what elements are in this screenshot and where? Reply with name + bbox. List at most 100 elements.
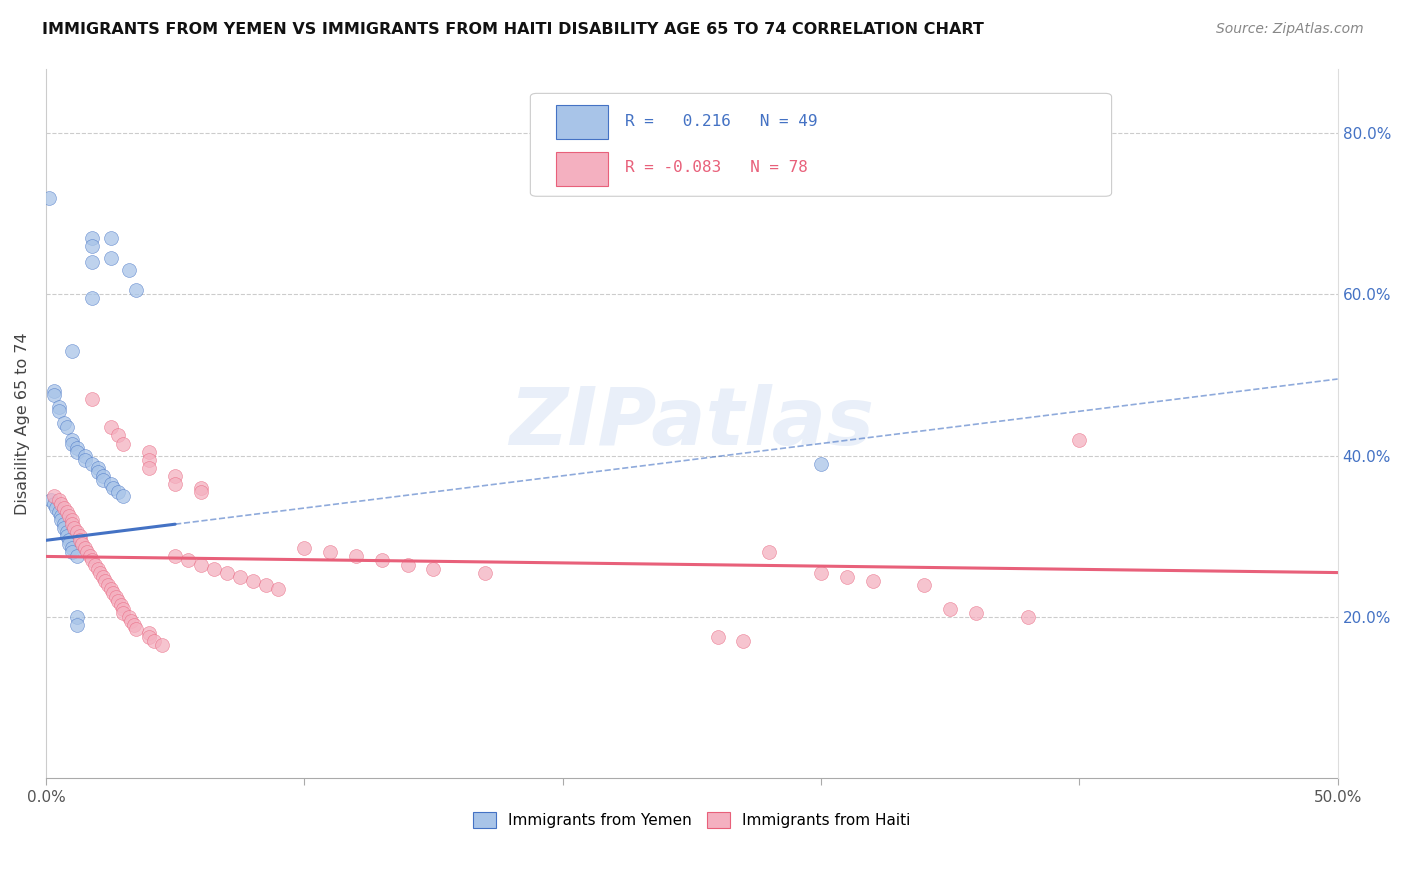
Point xyxy=(38,190,60,204)
Point xyxy=(58,533,80,548)
Text: R = -0.083   N = 78: R = -0.083 N = 78 xyxy=(624,161,807,176)
Point xyxy=(73,449,96,463)
Point xyxy=(91,468,114,483)
Point xyxy=(82,291,104,305)
Point xyxy=(60,545,83,559)
Point xyxy=(101,481,124,495)
Point xyxy=(48,505,70,519)
Point xyxy=(55,525,77,540)
Point xyxy=(150,638,173,652)
Point xyxy=(42,497,65,511)
Point xyxy=(48,493,70,508)
Point xyxy=(100,582,122,596)
Point xyxy=(810,457,832,471)
Point xyxy=(82,392,104,407)
Point xyxy=(344,549,367,564)
Point xyxy=(104,590,127,604)
Point xyxy=(60,513,83,527)
Point xyxy=(69,529,91,543)
Point xyxy=(86,460,108,475)
Point xyxy=(138,460,160,475)
Point xyxy=(319,545,342,559)
Point xyxy=(292,541,315,556)
Point xyxy=(939,602,962,616)
Point xyxy=(66,549,89,564)
Point xyxy=(228,569,250,583)
Point xyxy=(91,569,114,583)
Text: IMMIGRANTS FROM YEMEN VS IMMIGRANTS FROM HAITI DISABILITY AGE 65 TO 74 CORRELATI: IMMIGRANTS FROM YEMEN VS IMMIGRANTS FROM… xyxy=(42,22,984,37)
Point xyxy=(97,577,120,591)
Point xyxy=(758,545,780,559)
Point xyxy=(125,283,148,297)
Point xyxy=(76,545,98,559)
Point xyxy=(82,255,104,269)
Point xyxy=(120,614,142,628)
Point xyxy=(117,610,139,624)
Point xyxy=(254,577,277,591)
Point xyxy=(165,476,187,491)
Point xyxy=(82,231,104,245)
Point xyxy=(48,401,70,415)
Point xyxy=(55,529,77,543)
Text: R =   0.216   N = 49: R = 0.216 N = 49 xyxy=(624,114,817,129)
Point xyxy=(53,417,76,431)
Point xyxy=(73,541,96,556)
Point xyxy=(112,602,135,616)
Point xyxy=(66,525,89,540)
Point xyxy=(138,630,160,644)
Point xyxy=(53,521,76,535)
Bar xyxy=(557,105,607,139)
Point xyxy=(89,566,111,580)
Point xyxy=(117,263,139,277)
Point xyxy=(912,577,935,591)
Point xyxy=(202,561,225,575)
Point xyxy=(396,558,419,572)
Point xyxy=(51,509,73,524)
Point xyxy=(810,566,832,580)
Point xyxy=(51,513,73,527)
Point xyxy=(165,549,187,564)
Point xyxy=(58,537,80,551)
Point xyxy=(53,517,76,532)
Point xyxy=(66,610,89,624)
Point xyxy=(122,618,145,632)
Point xyxy=(422,561,444,575)
Point xyxy=(66,441,89,455)
Point xyxy=(48,404,70,418)
Point xyxy=(66,618,89,632)
Legend: Immigrants from Yemen, Immigrants from Haiti: Immigrants from Yemen, Immigrants from H… xyxy=(467,806,917,834)
Point xyxy=(60,541,83,556)
Point xyxy=(39,493,62,508)
Point xyxy=(55,505,77,519)
Point xyxy=(94,574,117,588)
Point xyxy=(112,489,135,503)
Point xyxy=(73,452,96,467)
Point xyxy=(138,626,160,640)
Bar xyxy=(557,152,607,186)
FancyBboxPatch shape xyxy=(530,94,1112,196)
Point xyxy=(100,420,122,434)
Point xyxy=(107,484,129,499)
Point xyxy=(91,473,114,487)
Point xyxy=(58,509,80,524)
Point xyxy=(82,553,104,567)
Point xyxy=(45,501,67,516)
Point xyxy=(112,436,135,450)
Point xyxy=(138,452,160,467)
Point xyxy=(125,622,148,636)
Point xyxy=(190,484,212,499)
Point xyxy=(51,497,73,511)
Point xyxy=(42,388,65,402)
Point xyxy=(733,634,755,648)
Point xyxy=(138,444,160,458)
Point xyxy=(60,436,83,450)
Point xyxy=(835,569,858,583)
Point xyxy=(82,239,104,253)
Point xyxy=(190,558,212,572)
Point xyxy=(107,594,129,608)
Point xyxy=(79,549,101,564)
Point xyxy=(110,598,132,612)
Point xyxy=(706,630,728,644)
Point xyxy=(107,428,129,442)
Point xyxy=(60,517,83,532)
